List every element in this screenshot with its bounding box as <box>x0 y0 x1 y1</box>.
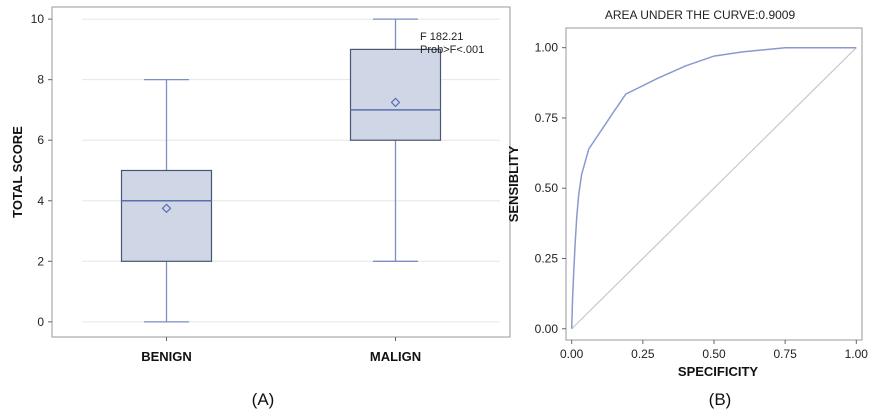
roc-x-axis-label: SPECIFICITY <box>678 364 759 379</box>
box-plot-frame <box>51 6 511 338</box>
interquartile-box <box>349 48 442 141</box>
mean-marker <box>161 203 172 214</box>
box-plot-y-axis-label: TOTAL SCORE <box>10 126 25 218</box>
roc-reference-diagonal <box>571 47 857 330</box>
box-plot-x-ticks: BENIGN MALIGN <box>141 337 421 364</box>
box-plot-x-tick-label: BENIGN <box>141 349 192 364</box>
roc-y-tick-label: 0.00 <box>535 322 559 336</box>
roc-curve <box>570 46 857 329</box>
box-plot-y-ticks: 0 2 4 6 8 10 <box>31 12 52 329</box>
roc-frame <box>565 27 863 341</box>
box-plot-y-tick-label: 8 <box>37 73 44 87</box>
roc-title: AREA UNDER THE CURVE:0.9009 <box>605 8 796 22</box>
box-plot-annotation-f: F 182.21 <box>420 31 463 43</box>
roc-x-tick-label: 0.75 <box>773 347 797 361</box>
roc-x-ticks: 0.00 0.25 0.50 0.75 1.00 <box>560 340 868 361</box>
roc-panel-label: (B) <box>709 390 732 409</box>
box-plot-y-tick-label: 10 <box>31 12 45 26</box>
box-plot-y-tick-label: 0 <box>37 315 44 329</box>
box-malign <box>349 18 442 262</box>
roc-x-tick-label: 0.00 <box>560 347 584 361</box>
box-plot-annotation-prob: Prob>F<.001 <box>420 44 484 56</box>
roc-y-tick-label: 1.00 <box>535 41 559 55</box>
box-plot-panel-label: (A) <box>252 390 275 409</box>
box-plot-y-tick-label: 2 <box>37 254 44 268</box>
roc-x-tick-label: 0.50 <box>702 347 726 361</box>
roc-y-tick-label: 0.25 <box>535 251 559 265</box>
roc-panel: AREA UNDER THE CURVE:0.9009 0.00 0.25 0.50… <box>506 8 868 409</box>
roc-x-tick-label: 0.25 <box>631 347 655 361</box>
roc-x-tick-label: 1.00 <box>845 347 869 361</box>
roc-y-tick-label: 0.75 <box>535 111 559 125</box>
box-plot-y-tick-label: 4 <box>37 194 44 208</box>
box-plot-panel: 0 2 4 6 8 10 BENIGN MALIGN F 182.21 Prob>F<.00… <box>10 6 511 409</box>
interquartile-box <box>120 169 213 262</box>
box-benign <box>120 79 213 323</box>
box-plot-y-tick-label: 6 <box>37 133 44 147</box>
roc-y-tick-label: 0.50 <box>535 181 559 195</box>
roc-y-ticks: 0.00 0.25 0.50 0.75 1.00 <box>535 41 566 336</box>
box-plot-x-tick-label: MALIGN <box>370 349 421 364</box>
roc-y-axis-label: SENSIBLITY <box>506 145 521 222</box>
box-plot-boxes <box>120 18 442 323</box>
mean-marker <box>390 97 401 108</box>
